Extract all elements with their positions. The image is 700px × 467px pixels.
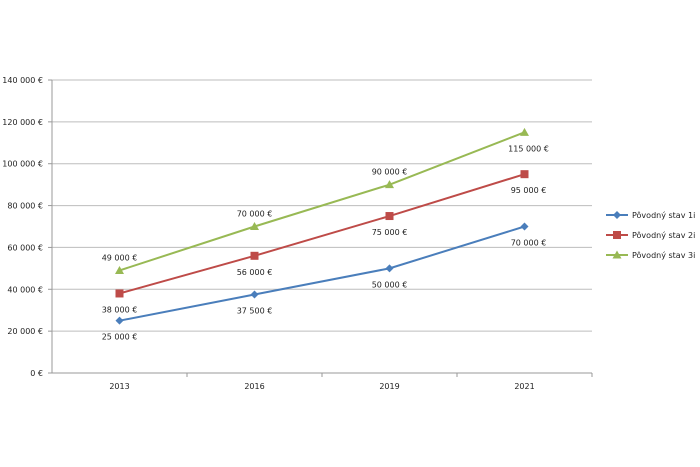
data-label: 90 000 € — [372, 168, 408, 177]
y-tick-label: 140 000 € — [2, 76, 43, 85]
data-label: 115 000 € — [508, 144, 549, 153]
legend-label: Pôvodný stav 1i — [632, 210, 695, 220]
x-tick-label: 2016 — [244, 382, 264, 391]
data-point-diamond — [520, 222, 529, 231]
data-point-triangle — [250, 222, 259, 230]
data-label: 70 000 € — [237, 210, 273, 219]
data-point-square — [385, 212, 394, 221]
data-point-triangle — [385, 180, 394, 189]
data-label: 49 000 € — [102, 253, 138, 262]
y-tick-label: 0 € — [30, 369, 43, 378]
data-point-square — [520, 170, 529, 179]
data-label: 56 000 € — [237, 268, 273, 277]
legend-label: Pôvodný stav 2i — [632, 230, 695, 240]
series-line — [119, 225, 525, 322]
data-point-square — [115, 289, 124, 298]
y-tick-label: 60 000 € — [7, 243, 43, 252]
x-tick-label: 2013 — [109, 382, 129, 391]
data-point-diamond — [385, 264, 394, 273]
data-label: 37 500 € — [237, 307, 273, 316]
data-label: 50 000 € — [372, 280, 408, 289]
series-line — [119, 173, 525, 295]
data-label: 70 000 € — [511, 239, 547, 248]
data-label: 38 000 € — [102, 305, 138, 314]
data-point-diamond — [613, 211, 621, 219]
data-point-triangle — [612, 250, 622, 259]
data-label: 75 000 € — [372, 228, 408, 237]
data-point-square — [250, 251, 259, 260]
data-label: 25 000 € — [102, 333, 138, 342]
y-tick-label: 40 000 € — [7, 285, 43, 294]
data-point-square — [613, 231, 621, 239]
y-tick-label: 80 000 € — [7, 202, 43, 211]
data-point-diamond — [250, 290, 259, 299]
data-point-diamond — [115, 316, 124, 325]
data-point-triangle — [520, 127, 529, 136]
series-line — [119, 131, 525, 272]
y-tick-label: 20 000 € — [7, 327, 43, 336]
legend-label: Pôvodný stav 3i — [632, 250, 695, 260]
data-label: 95 000 € — [511, 186, 547, 195]
y-tick-label: 120 000 € — [2, 118, 43, 127]
x-tick-label: 2019 — [379, 382, 399, 391]
y-tick-label: 100 000 € — [2, 160, 43, 169]
data-point-triangle — [115, 265, 124, 274]
x-tick-label: 2021 — [514, 382, 534, 391]
